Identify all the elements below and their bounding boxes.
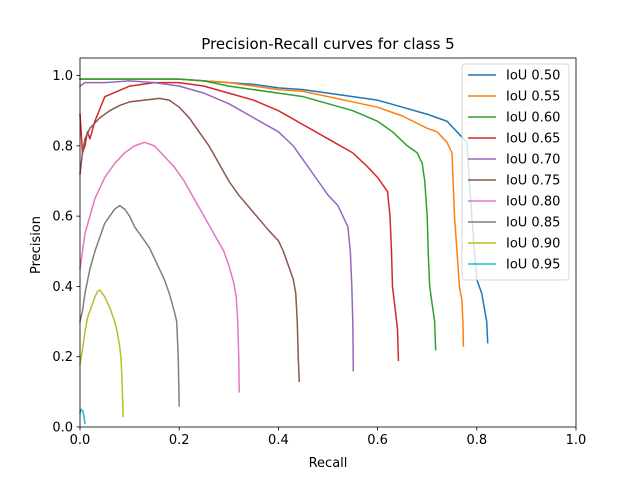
x-tick-label: 0.2 [169,433,190,448]
x-tick-label: 0.6 [367,433,388,448]
legend-entry-label: IoU 0.80 [506,195,560,210]
chart-title: Precision-Recall curves for class 5 [201,35,454,53]
x-tick-label: 1.0 [566,433,587,448]
legend-entry-label: IoU 0.90 [506,237,560,252]
legend-entry-label: IoU 0.65 [506,132,560,147]
legend: IoU 0.50 IoU 0.55 IoU 0.60 IoU 0.65 IoU 0.70… [461,63,570,281]
legend-entry-label: IoU 0.85 [506,216,560,231]
x-tick-label: 0.0 [70,433,91,448]
x-tick-label: 0.8 [466,433,487,448]
x-axis-label: Recall [309,456,348,471]
axes-frame [79,57,577,428]
x-tick-label: 0.4 [268,433,289,448]
series-line-iou-0-95 [79,408,86,425]
series-line-iou-0-75 [79,97,301,383]
axes: 0.0 0.2 0.4 0.6 0.8 1.0 0.0 0.2 0.4 0.6 0.8 1.0 [52,57,587,448]
legend-box [461,63,570,281]
y-tick-label: 0.2 [52,350,73,365]
y-tick-label: 0.6 [52,210,73,225]
legend-entry-label: IoU 0.70 [506,153,560,168]
legend-entry-label: IoU 0.75 [506,174,560,189]
legend-entry-label: IoU 0.55 [506,90,560,105]
y-tick-label: 1.0 [52,69,73,84]
legend-entry-label: IoU 0.95 [506,258,560,273]
legend-entry-label: IoU 0.60 [506,111,560,126]
series-line-iou-0-65 [79,81,400,362]
y-tick-label: 0.8 [52,139,73,154]
plot-area [78,78,489,425]
legend-entry-label: IoU 0.50 [506,69,560,84]
series-line-iou-0-85 [79,204,180,407]
y-axis-label: Precision [29,216,44,274]
y-tick-label: 0.0 [52,421,73,436]
y-tick-label: 0.4 [52,280,73,295]
series-line-iou-0-90 [79,289,124,418]
series-line-iou-0-60 [79,78,437,351]
series-line-iou-0-80 [79,141,240,393]
series-line-iou-0-70 [78,80,355,372]
